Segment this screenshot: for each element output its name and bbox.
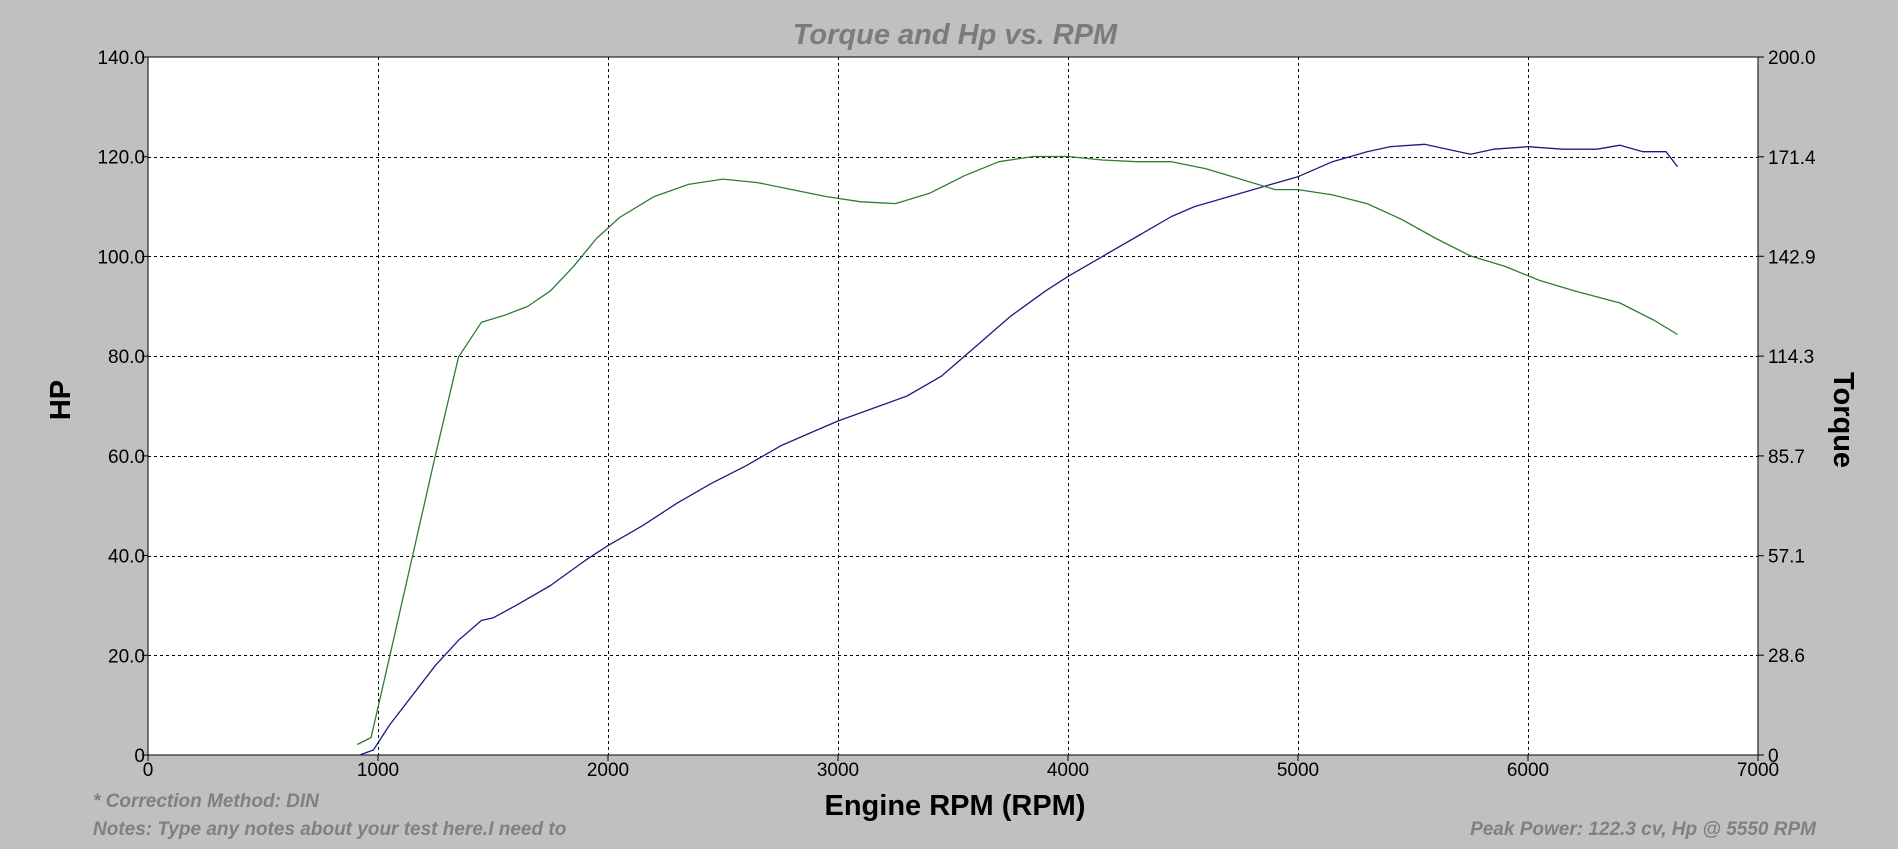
x-tick-label: 1000 bbox=[357, 760, 399, 781]
y2-tick-label: 85.7 bbox=[1768, 447, 1805, 468]
torque-series-line bbox=[357, 155, 1678, 746]
y2-tick-labels: 0 28.6 57.1 85.7 114.3 142.9 171.4 200.0 bbox=[1758, 48, 1816, 767]
y2-tick-label: 200.0 bbox=[1768, 48, 1816, 69]
correction-method-note: * Correction Method: DIN bbox=[93, 791, 320, 812]
y-tick-label: 60.0 bbox=[108, 447, 145, 468]
chart-title: Torque and Hp vs. RPM bbox=[793, 19, 1118, 51]
y-tick-label: 80.0 bbox=[108, 347, 145, 368]
y-tick-label: 40.0 bbox=[108, 547, 145, 568]
y2-tick-label: 114.3 bbox=[1768, 347, 1814, 368]
plot-area bbox=[147, 56, 1759, 756]
y-tick-label: 0 bbox=[134, 746, 145, 767]
x-tick-labels: 0 1000 2000 3000 4000 5000 6000 7000 bbox=[143, 755, 1779, 781]
x-axis-title: Engine RPM (RPM) bbox=[825, 790, 1086, 822]
y2-tick-label: 28.6 bbox=[1768, 646, 1805, 667]
x-tick-label: 6000 bbox=[1507, 760, 1549, 781]
x-tick-label: 4000 bbox=[1047, 760, 1089, 781]
grid-lines bbox=[148, 57, 1758, 755]
y2-tick-label: 142.9 bbox=[1768, 247, 1816, 268]
y2-tick-label: 171.4 bbox=[1768, 148, 1816, 169]
y-tick-label: 140.0 bbox=[97, 48, 145, 69]
y-tick-label: 100.0 bbox=[97, 247, 145, 268]
y-tick-labels: 0 20.0 40.0 60.0 80.0 100.0 120.0 140.0 bbox=[97, 48, 148, 767]
x-tick-label: 5000 bbox=[1277, 760, 1319, 781]
hp-series-line bbox=[359, 143, 1679, 756]
y2-tick-label: 57.1 bbox=[1768, 547, 1805, 568]
y-tick-label: 20.0 bbox=[108, 646, 145, 667]
peak-power-note: Peak Power: 122.3 cv, Hp @ 5550 RPM bbox=[1470, 819, 1817, 840]
y-tick-label: 120.0 bbox=[97, 148, 145, 169]
test-notes: Notes: Type any notes about your test he… bbox=[93, 819, 566, 840]
x-tick-label: 2000 bbox=[587, 760, 629, 781]
x-tick-label: 3000 bbox=[817, 760, 859, 781]
x-tick-label: 0 bbox=[143, 760, 154, 781]
x-tick-label: 7000 bbox=[1737, 760, 1779, 781]
series-lines bbox=[357, 143, 1679, 756]
y-axis-title: HP bbox=[45, 380, 77, 420]
y2-axis-title: Torque bbox=[1827, 372, 1859, 468]
y2-tick-label: 0 bbox=[1768, 746, 1779, 767]
